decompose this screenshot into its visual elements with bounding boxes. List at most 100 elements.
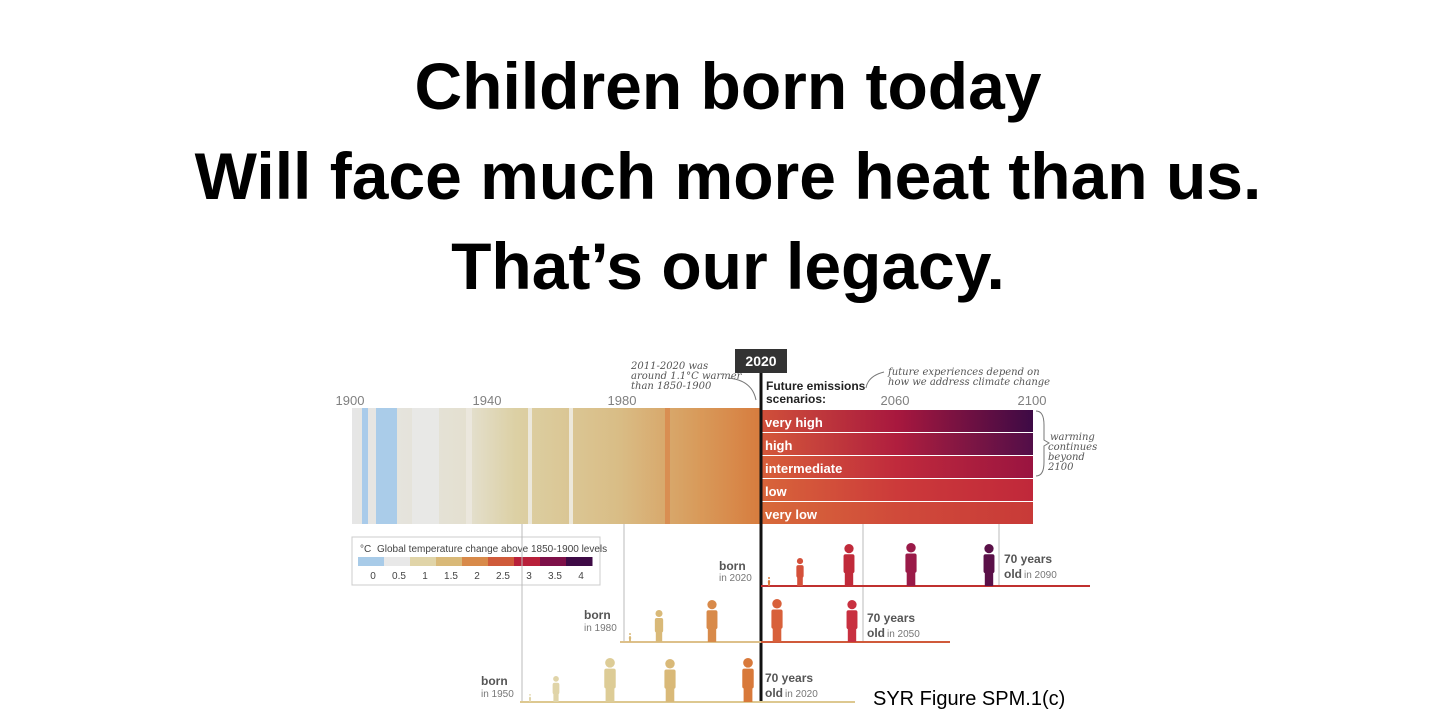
person [628, 633, 632, 642]
born-year: in 1980 [584, 623, 617, 634]
legend-tick-label: 0 [370, 571, 376, 582]
person [771, 599, 783, 642]
person-head [768, 577, 770, 579]
old-year: in 2090 [1024, 570, 1057, 581]
person-head [553, 676, 559, 682]
axis-years: 1900 1940 1980 2060 2100 [336, 393, 1047, 408]
legend-tick-label: 3 [526, 571, 532, 582]
person-body [604, 668, 616, 689]
person-legs [772, 627, 782, 642]
person [767, 577, 771, 586]
stripe [665, 408, 670, 524]
person-head [529, 694, 531, 696]
person-legs [847, 628, 857, 642]
note: around 1.1°C warmer [631, 371, 743, 382]
legend-tick-label: 2.5 [496, 571, 510, 582]
people [528, 543, 995, 702]
person [983, 544, 995, 586]
scenario-label: high [765, 438, 792, 453]
legend-tick-label: 4 [578, 571, 584, 582]
scenario-band [761, 410, 1033, 432]
colorbar-swatch [436, 557, 463, 566]
legend-tick-label: 2 [474, 571, 480, 582]
person-head [844, 544, 854, 554]
person-body [664, 669, 676, 689]
scenario-band [761, 456, 1033, 478]
marker-year: 2020 [745, 353, 776, 369]
person-head [796, 558, 804, 565]
person [604, 658, 616, 702]
person-head [655, 610, 663, 618]
person-legs [665, 687, 675, 702]
person-head [707, 600, 717, 610]
note-arrow [727, 377, 757, 401]
person [742, 658, 754, 702]
person [846, 600, 858, 642]
person-legs [655, 631, 663, 642]
colorbar-swatch [384, 557, 411, 566]
scenario-band [761, 502, 1033, 524]
note: future experiences depend on [887, 367, 1040, 378]
person-head [906, 543, 916, 553]
age-label: 70 years [867, 611, 915, 625]
person-body [983, 554, 995, 574]
stripe [376, 408, 397, 524]
colorbar-swatch [462, 557, 489, 566]
scenario-band [761, 433, 1033, 455]
note-arrow [865, 371, 885, 389]
person-legs [707, 628, 717, 642]
person-legs [629, 639, 631, 642]
person [552, 676, 560, 702]
born-label: born [584, 608, 611, 622]
person-head [847, 600, 857, 610]
legend-tick-label: 1 [422, 571, 428, 582]
title-line: Will face much more heat than us. [195, 139, 1262, 213]
colorbar-swatch [540, 557, 567, 566]
legend: °C Global temperature change above 1850-… [351, 536, 607, 586]
person-body [742, 668, 754, 689]
year-label: 2100 [1018, 393, 1047, 408]
scenario-heading: scenarios: [766, 392, 826, 406]
scenario-label: low [765, 484, 788, 499]
person-head [772, 599, 782, 609]
person [843, 544, 855, 586]
born-year: in 2020 [719, 573, 752, 584]
person-body [796, 565, 804, 578]
person-body [771, 609, 783, 629]
person-body [843, 554, 855, 574]
person-body [654, 618, 664, 633]
note: continues [1048, 442, 1097, 453]
colorbar-swatch [566, 557, 593, 566]
old-label: old [765, 686, 783, 700]
title-line: Children born today [415, 49, 1042, 123]
born-year: in 1950 [481, 689, 514, 700]
scenario-heading: Future emissions [766, 379, 866, 393]
scenario-band [761, 479, 1033, 501]
note: than 1850-1900 [631, 381, 712, 392]
person-legs [844, 572, 854, 586]
old-label: old [867, 626, 885, 640]
person-body [846, 610, 858, 630]
generation-lines [520, 524, 1090, 703]
stripe [412, 408, 439, 524]
born-label: born [481, 674, 508, 688]
person-legs [984, 572, 994, 586]
note: how we address climate change [888, 377, 1050, 388]
person-legs [553, 693, 559, 702]
person-body [628, 635, 632, 641]
person-body [905, 553, 917, 573]
colorbar-swatch [514, 557, 541, 566]
person-legs [768, 583, 770, 586]
person-body [706, 610, 718, 630]
stripe [362, 408, 368, 524]
person [905, 543, 917, 586]
note: beyond [1048, 452, 1085, 463]
old-label: old [1004, 567, 1022, 581]
stripe [569, 408, 573, 524]
colorbar-swatch [488, 557, 515, 566]
scenario-label: intermediate [765, 461, 842, 476]
legend-unit: °C [360, 544, 371, 555]
person [528, 694, 532, 702]
colorbar: 0 0.5 1 1.5 2 2.5 3 3.5 4 [358, 557, 593, 582]
